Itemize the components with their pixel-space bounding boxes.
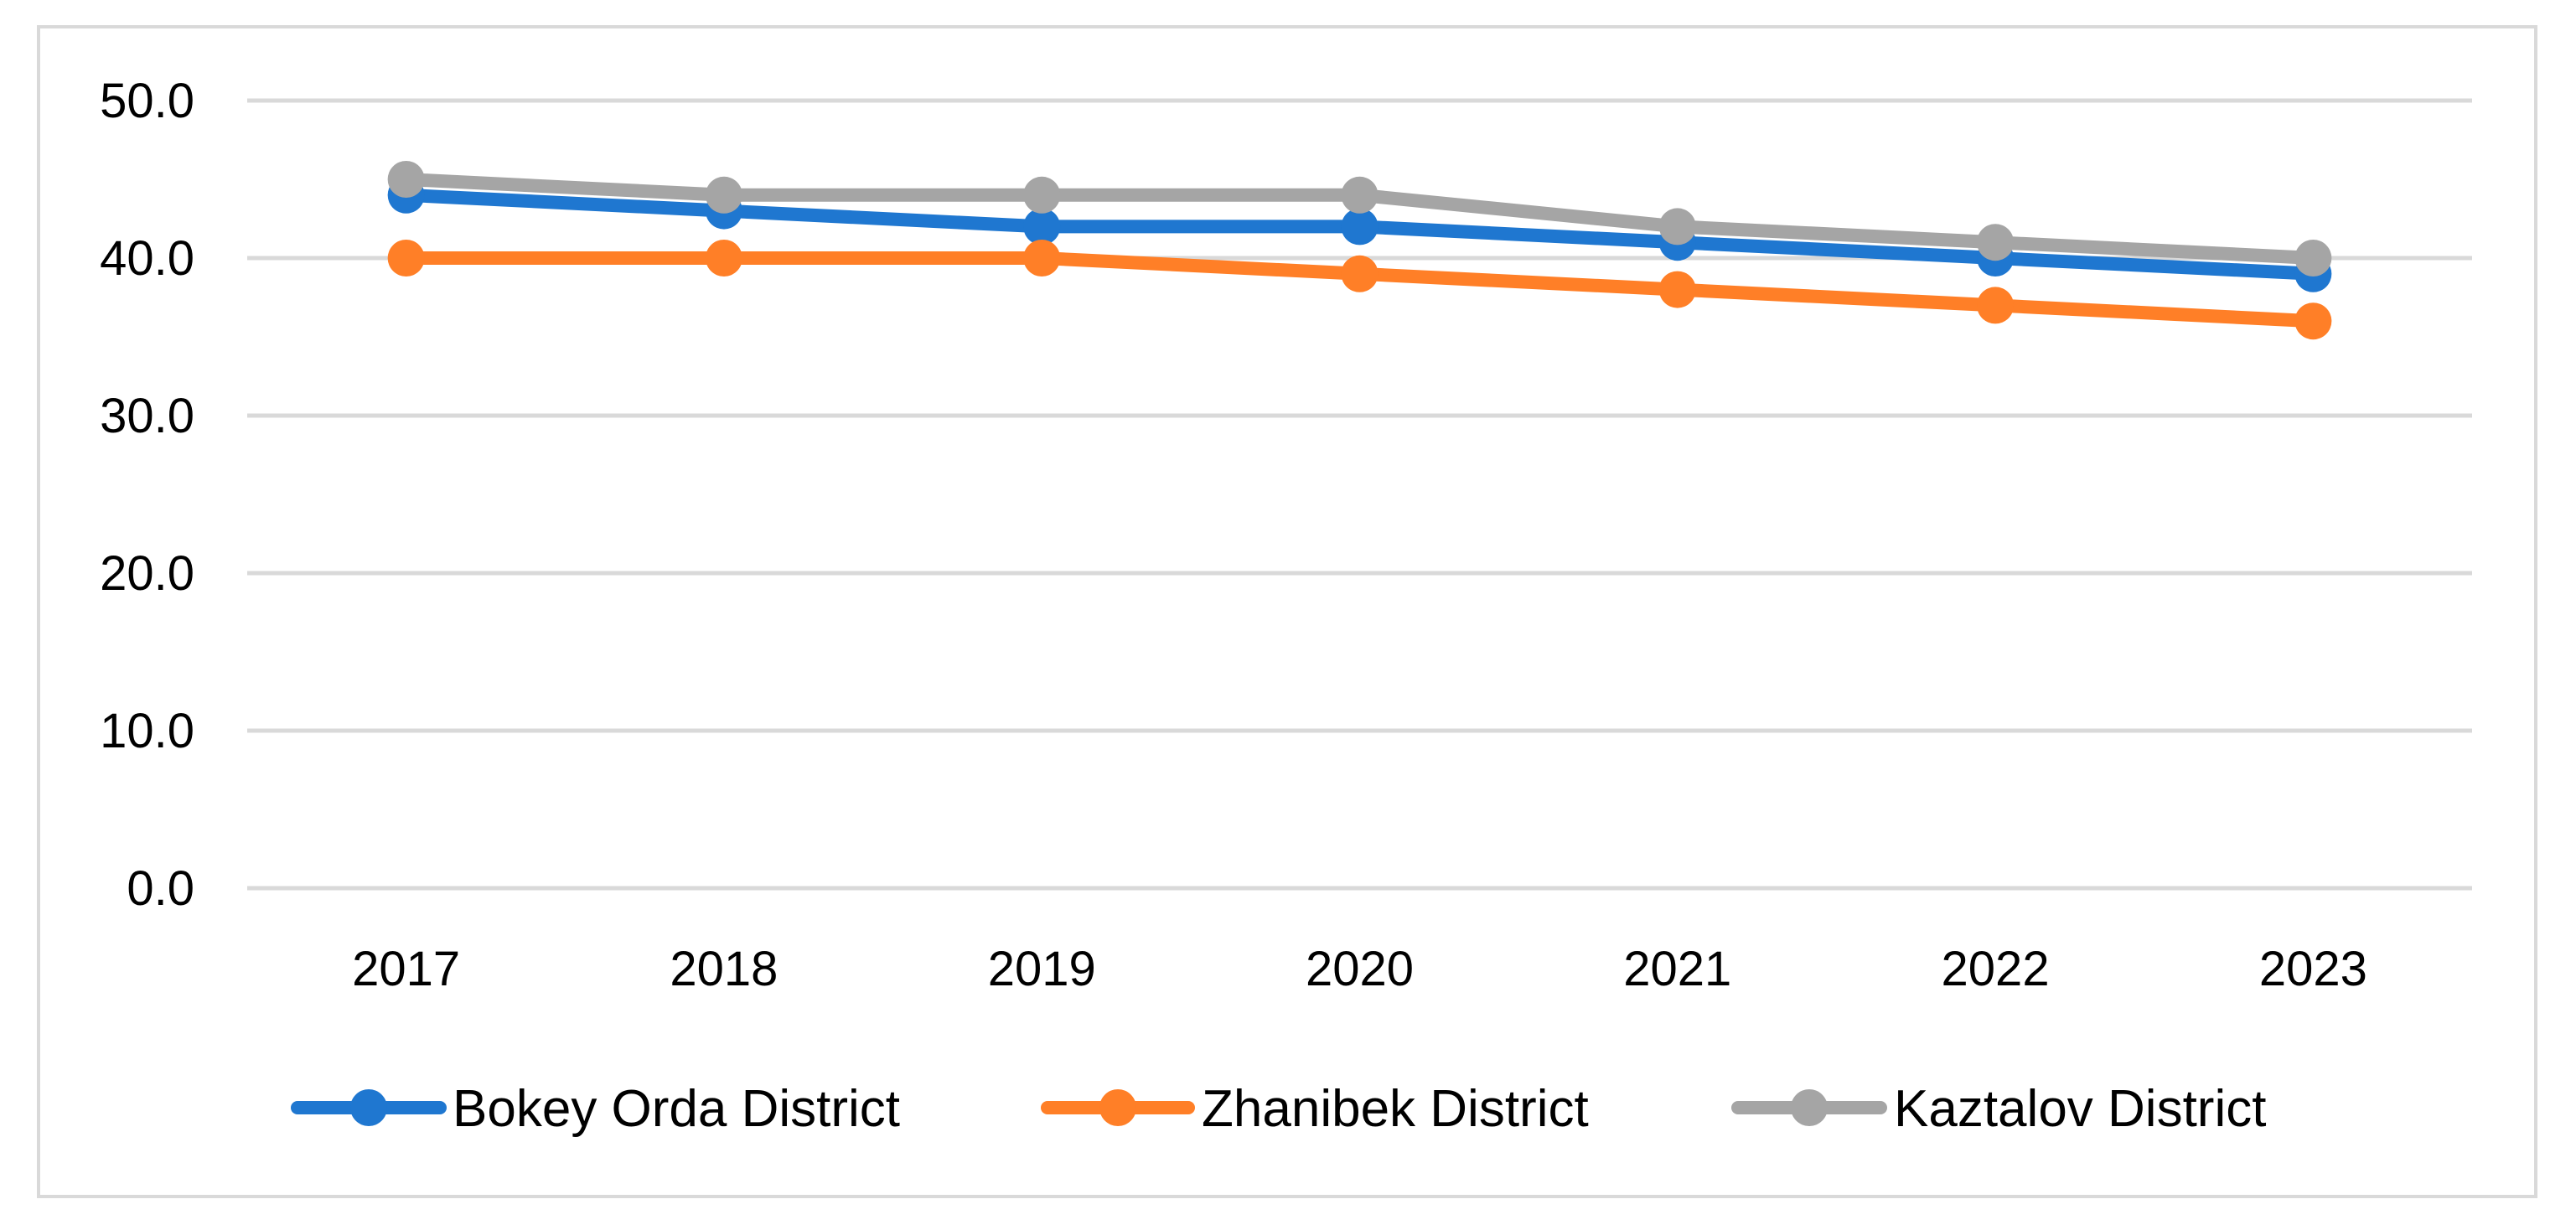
- y-axis-ticks: 0.0 10.0 20.0 30.0 40.0 50.0: [100, 74, 194, 916]
- data-point: [2294, 302, 2332, 340]
- x-tick-label: 2023: [2259, 942, 2367, 996]
- series-group: [387, 161, 2332, 340]
- x-tick-label: 2020: [1306, 942, 1414, 996]
- legend-label: Kaztalov District: [1894, 1080, 2266, 1138]
- legend-swatch-marker: [350, 1089, 387, 1126]
- y-tick-label: 10.0: [100, 704, 194, 758]
- data-point: [1341, 255, 1379, 292]
- data-point: [1977, 224, 2015, 261]
- legend-label: Zhanibek District: [1202, 1080, 1589, 1138]
- data-point: [1341, 176, 1379, 214]
- y-tick-label: 30.0: [100, 389, 194, 443]
- y-tick-label: 20.0: [100, 546, 194, 601]
- data-point: [1341, 208, 1379, 246]
- x-tick-label: 2021: [1623, 942, 1731, 996]
- legend-swatch-marker: [1791, 1089, 1828, 1126]
- data-point: [387, 240, 425, 277]
- legend-swatch-marker: [1099, 1089, 1136, 1126]
- x-tick-label: 2017: [352, 942, 460, 996]
- data-point: [1023, 176, 1061, 214]
- data-point: [705, 240, 742, 277]
- legend-item: Kaztalov District: [1731, 1080, 2266, 1138]
- legend: Bokey Orda District Zhanibek District Kazt…: [291, 1080, 2266, 1138]
- x-tick-label: 2022: [1942, 942, 2050, 996]
- y-tick-label: 50.0: [100, 74, 194, 128]
- y-tick-label: 40.0: [100, 231, 194, 286]
- data-point: [1658, 271, 1696, 308]
- series-kaztalov-district: [387, 161, 2332, 277]
- data-point: [387, 161, 425, 198]
- data-point: [1658, 208, 1696, 246]
- data-point: [2294, 240, 2332, 277]
- data-point: [705, 176, 742, 214]
- legend-item: Bokey Orda District: [291, 1080, 900, 1138]
- series-zhanibek-district: [387, 240, 2332, 340]
- data-point: [1977, 287, 2015, 324]
- x-tick-label: 2018: [670, 942, 778, 996]
- data-point: [1023, 240, 1061, 277]
- x-tick-label: 2019: [988, 942, 1096, 996]
- legend-label: Bokey Orda District: [453, 1080, 900, 1138]
- legend-item: Zhanibek District: [1041, 1080, 1589, 1138]
- data-point: [1023, 208, 1061, 246]
- x-axis-ticks: 2017 2018 2019 2020 2021 2022 2023: [352, 942, 2367, 996]
- y-tick-label: 0.0: [127, 861, 194, 916]
